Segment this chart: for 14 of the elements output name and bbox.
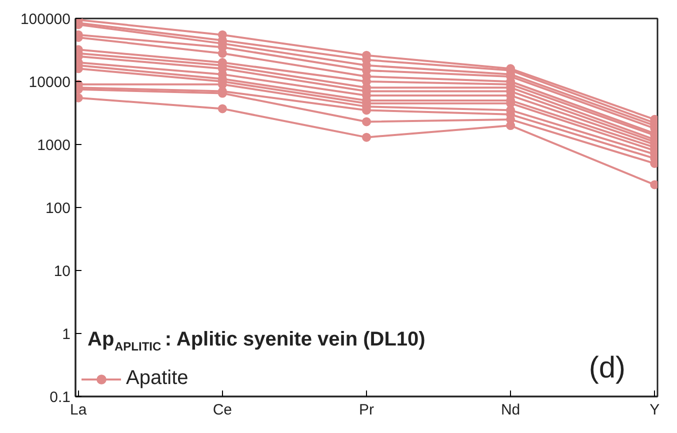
x-tick-label: Y <box>650 402 660 418</box>
x-tick-label: La <box>70 402 88 418</box>
y-tick-label: 10000 <box>28 74 71 91</box>
y-tick-label: 1 <box>62 326 70 343</box>
y-tick-label: 1000 <box>37 137 71 154</box>
y-tick-label: 100000 <box>20 11 71 28</box>
x-tick-label: Pr <box>359 402 374 418</box>
y-tick-label: 100 <box>45 200 71 217</box>
y-tick-label: 0.1 <box>50 389 71 406</box>
x-tick-label: Ce <box>212 402 232 418</box>
annotation: (d) <box>588 352 626 384</box>
x-tick-label: Nd <box>500 402 520 418</box>
legend-label: Apatite <box>126 367 188 390</box>
y-tick-label: 10 <box>54 263 71 280</box>
